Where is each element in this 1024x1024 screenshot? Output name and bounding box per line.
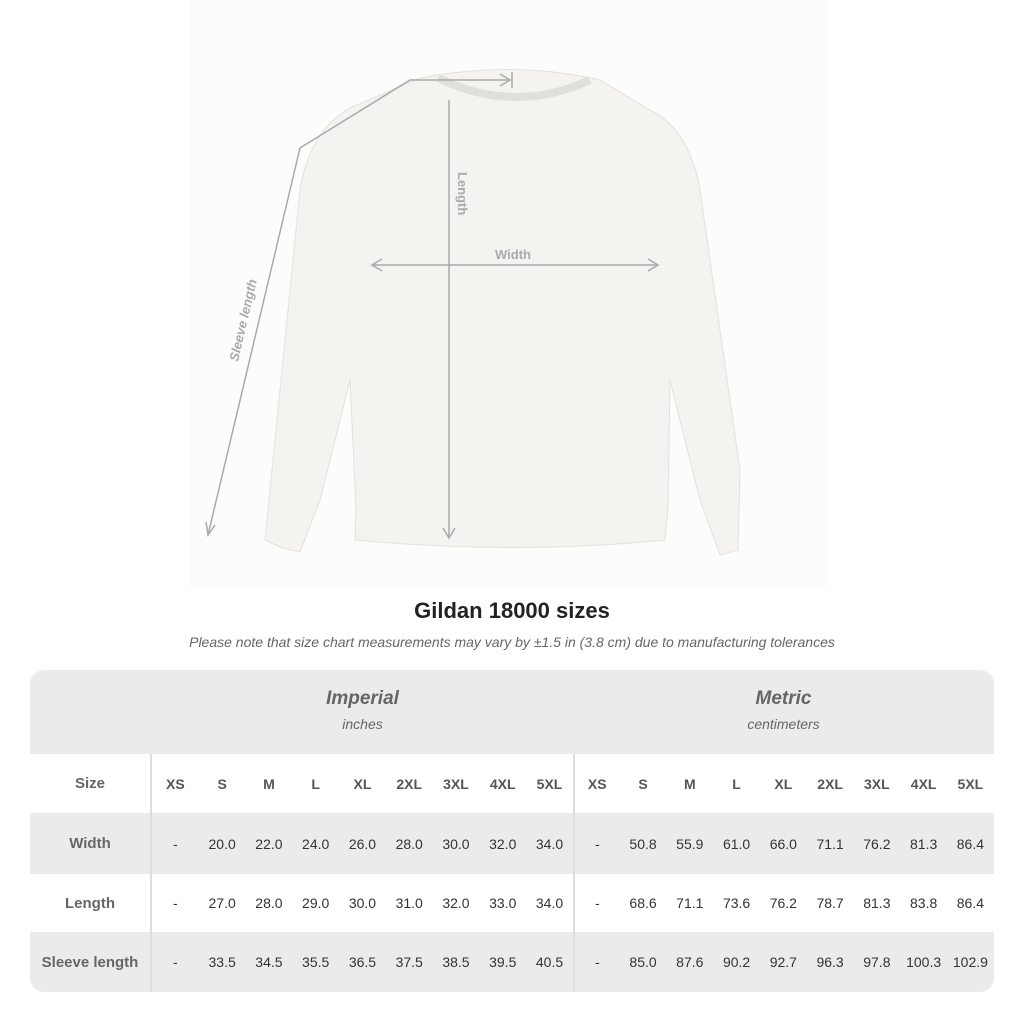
size-column-header: L bbox=[732, 775, 741, 792]
table-row: Length -27.0 28.0 29.0 30.0 31.0 32.0 33.0 34.0-… bbox=[30, 874, 994, 932]
table-cell: 39.5 bbox=[489, 954, 517, 970]
table-cell: 31.0 bbox=[395, 895, 423, 911]
table-cell: - bbox=[173, 895, 178, 911]
table-cell: 66.0 bbox=[769, 835, 797, 852]
table-row: Sleeve length - 33.5 34.5 35.5 36.5 37.5 38.5 39… bbox=[30, 932, 994, 992]
table-cell: 55.9 bbox=[676, 835, 704, 852]
table-cell: 71.1 bbox=[816, 835, 844, 852]
length-label: Length bbox=[455, 172, 470, 215]
metric-unit: centimeters bbox=[747, 716, 820, 732]
size-column-header: M bbox=[683, 775, 696, 792]
table-cell: 27.0 bbox=[208, 895, 236, 911]
page-title: Gildan 18000 sizes bbox=[414, 598, 610, 623]
row-label: Sleeve length bbox=[30, 932, 152, 992]
table-cell: 76.2 bbox=[769, 895, 797, 911]
table-cell: 87.6 bbox=[676, 954, 704, 970]
size-column-header: M bbox=[263, 775, 275, 792]
table-cell: 30.0 bbox=[442, 835, 470, 852]
size-column-header: L bbox=[311, 775, 320, 792]
size-column-header: 2XL bbox=[817, 775, 843, 792]
imperial-header: Imperial inches bbox=[152, 670, 573, 754]
table-cell: 76.2 bbox=[863, 835, 891, 852]
table-cell: 34.0 bbox=[535, 895, 564, 911]
table-cell: 81.3 bbox=[863, 895, 891, 911]
table-cell: 92.7 bbox=[769, 954, 797, 970]
row-label: Length bbox=[30, 874, 152, 932]
size-header-row: Size XS S M L XL 2XL 3XL 4XL 5XL XS S M L XL 2XL 3XL 4XL 5… bbox=[30, 754, 994, 813]
table-cell: 40.5 bbox=[535, 954, 564, 970]
size-column-header: XL bbox=[774, 775, 793, 792]
table-cell: 29.0 bbox=[302, 895, 330, 911]
table-cell: - bbox=[572, 813, 620, 874]
size-column-header: XS bbox=[572, 754, 620, 813]
size-column-header: 2XL bbox=[396, 775, 423, 792]
table-cell: 38.5 bbox=[442, 954, 470, 970]
size-column-header: S bbox=[217, 775, 227, 792]
sweatshirt-illustration: Length Width Sleeve length bbox=[205, 69, 741, 556]
table-cell: 28.0 bbox=[255, 895, 283, 911]
size-column-header: 5XL bbox=[536, 775, 563, 792]
table-cell: 22.0 bbox=[255, 835, 283, 852]
metric-header: Metric centimeters bbox=[573, 670, 994, 754]
table-cell: - bbox=[173, 835, 178, 852]
size-column-header: 4XL bbox=[489, 775, 516, 792]
table-cell: 97.8 bbox=[863, 954, 891, 970]
table-cell: 32.0 bbox=[489, 835, 517, 852]
table-cell: 33.5 bbox=[208, 954, 236, 970]
size-column-header: S bbox=[638, 775, 648, 792]
table-cell: - bbox=[572, 932, 620, 992]
table-cell: 26.0 bbox=[348, 835, 377, 852]
table-cell: 86.4 bbox=[956, 895, 985, 911]
size-column-header: 4XL bbox=[910, 775, 937, 792]
table-cell: 24.0 bbox=[302, 835, 330, 852]
table-cell: 34.0 bbox=[535, 835, 564, 852]
table-cell: 78.7 bbox=[816, 895, 844, 911]
table-cell: 35.5 bbox=[302, 954, 330, 970]
table-cell: 20.0 bbox=[208, 835, 236, 852]
measurement-lines bbox=[205, 72, 660, 540]
size-column-header: 3XL bbox=[864, 775, 890, 792]
sweatshirt-shape bbox=[264, 69, 741, 556]
size-column-header: 3XL bbox=[443, 775, 469, 792]
table-cell: 73.6 bbox=[722, 895, 751, 911]
table-cell: 96.3 bbox=[816, 954, 844, 970]
row-label: Size bbox=[30, 754, 152, 813]
table-cell: 32.0 bbox=[442, 895, 470, 911]
table-cell: 83.8 bbox=[910, 895, 938, 911]
table-cell: - bbox=[173, 954, 178, 970]
metric-title: Metric bbox=[755, 688, 812, 709]
table-row: Width -20.0 22.0 24.0 26.0 28.0 30.0 32.0 34.0-5… bbox=[30, 813, 994, 874]
table-cell: 90.2 bbox=[722, 954, 751, 970]
table-cell: 81.3 bbox=[910, 835, 938, 852]
imperial-unit: inches bbox=[342, 716, 383, 732]
table-cell: 37.5 bbox=[395, 954, 423, 970]
table-cell: 33.0 bbox=[489, 895, 517, 911]
imperial-title: Imperial bbox=[326, 688, 399, 709]
table-cell: - bbox=[572, 874, 620, 932]
table-cell: 68.6 bbox=[629, 895, 657, 911]
table-cell: 85.0 bbox=[629, 954, 657, 970]
tolerance-note: Please note that size chart measurements… bbox=[189, 634, 835, 650]
table-cell: 34.5 bbox=[255, 954, 283, 970]
table-cell: 100.3 bbox=[906, 954, 942, 970]
table-cell: 28.0 bbox=[395, 835, 423, 852]
row-label: Width bbox=[30, 813, 152, 874]
size-column-header: XS bbox=[166, 775, 185, 792]
table-cell: 50.8 bbox=[629, 835, 657, 852]
table-cell: 30.0 bbox=[348, 895, 377, 911]
width-label: Width bbox=[495, 247, 531, 262]
table-cell: 102.9 bbox=[952, 954, 988, 970]
size-table: Imperial inches Metric centimeters Size X… bbox=[30, 670, 994, 992]
size-column-header: XL bbox=[353, 775, 372, 792]
table-cell: 36.5 bbox=[348, 954, 377, 970]
table-cell: 86.4 bbox=[956, 835, 985, 852]
table-cell: 71.1 bbox=[676, 895, 704, 911]
table-cell: 61.0 bbox=[722, 835, 751, 852]
size-column-header: 5XL bbox=[957, 775, 984, 792]
